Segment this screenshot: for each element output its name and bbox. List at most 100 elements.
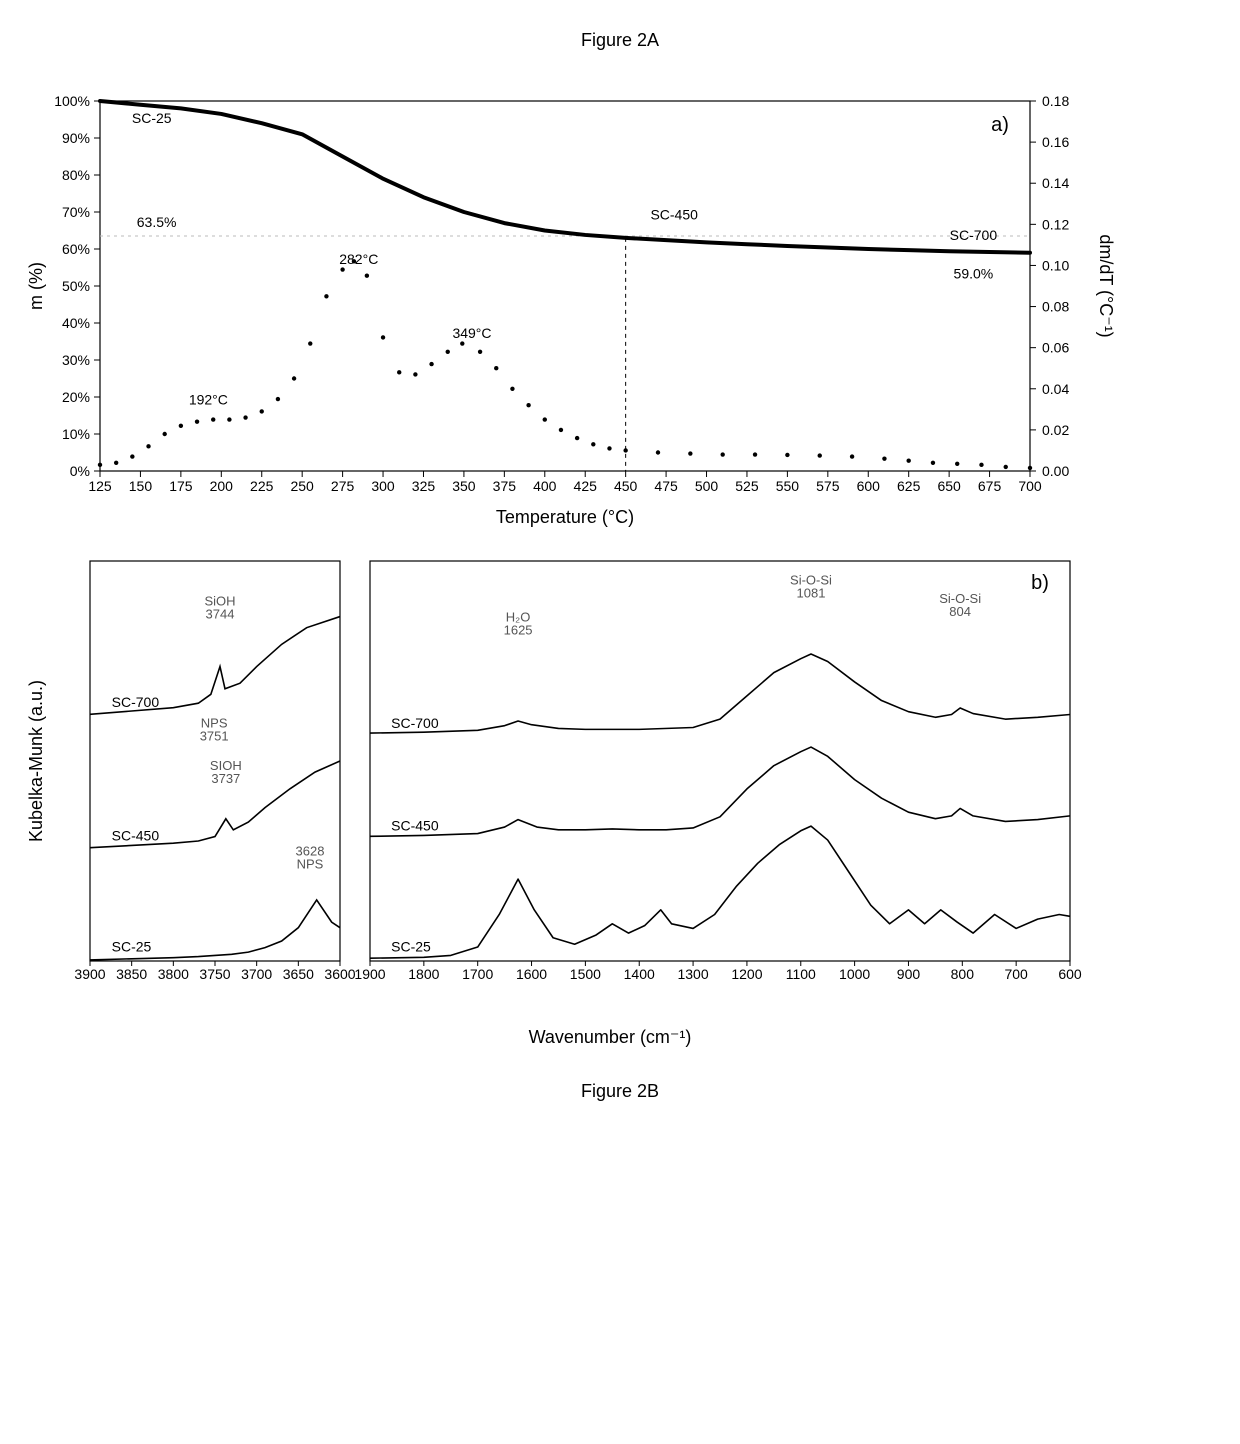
svg-text:282°C: 282°C	[339, 251, 378, 267]
svg-text:1000: 1000	[839, 966, 870, 982]
svg-text:575: 575	[816, 478, 840, 494]
svg-text:SC-25: SC-25	[132, 110, 172, 126]
svg-text:600: 600	[1058, 966, 1082, 982]
svg-text:60%: 60%	[62, 241, 90, 257]
svg-text:a): a)	[991, 114, 1009, 136]
chart-a-container: 125 150 175 200 225 250 275 300 325 350 375 400 425 4…	[20, 81, 1220, 541]
svg-text:SC-25: SC-25	[112, 938, 152, 954]
svg-text:70%: 70%	[62, 204, 90, 220]
figure-a-title: Figure 2A	[20, 30, 1220, 51]
svg-text:3737: 3737	[211, 771, 240, 786]
svg-text:1100: 1100	[786, 966, 816, 982]
svg-text:3750: 3750	[199, 966, 230, 982]
svg-text:275: 275	[331, 478, 355, 494]
svg-text:0.10: 0.10	[1042, 257, 1069, 273]
svg-text:63.5%: 63.5%	[137, 214, 177, 230]
svg-text:0.12: 0.12	[1042, 216, 1069, 232]
svg-text:1200: 1200	[731, 966, 762, 982]
svg-text:10%: 10%	[62, 426, 90, 442]
svg-text:SC-450: SC-450	[112, 827, 160, 843]
svg-text:30%: 30%	[62, 352, 90, 368]
svg-text:59.0%: 59.0%	[954, 266, 994, 282]
svg-text:80%: 80%	[62, 167, 90, 183]
svg-text:dm/dT (°C⁻¹): dm/dT (°C⁻¹)	[1096, 234, 1116, 337]
svg-text:SC-450: SC-450	[650, 206, 698, 222]
svg-text:525: 525	[735, 478, 759, 494]
svg-text:Wavenumber (cm⁻¹): Wavenumber (cm⁻¹)	[529, 1027, 692, 1047]
svg-text:Kubelka-Munk (a.u.): Kubelka-Munk (a.u.)	[26, 680, 46, 842]
svg-text:200: 200	[210, 478, 234, 494]
chart-b-svg: Kubelka-Munk (a.u.) Wavenumber (cm⁻¹) 3900…	[20, 551, 1120, 1051]
svg-text:1500: 1500	[570, 966, 601, 982]
svg-text:800: 800	[951, 966, 975, 982]
svg-text:3744: 3744	[206, 606, 235, 621]
svg-text:0.06: 0.06	[1042, 340, 1069, 356]
svg-text:SC-700: SC-700	[391, 715, 439, 731]
svg-text:3650: 3650	[283, 966, 314, 982]
chart-b-container: Kubelka-Munk (a.u.) Wavenumber (cm⁻¹) 3900…	[20, 551, 1220, 1051]
svg-text:804: 804	[949, 604, 971, 619]
svg-text:3900: 3900	[74, 966, 105, 982]
svg-text:1400: 1400	[624, 966, 655, 982]
svg-text:1300: 1300	[677, 966, 708, 982]
svg-text:Temperature (°C): Temperature (°C)	[496, 507, 634, 527]
svg-text:0.14: 0.14	[1042, 175, 1069, 191]
svg-text:550: 550	[776, 478, 800, 494]
svg-text:1800: 1800	[408, 966, 439, 982]
svg-text:300: 300	[371, 478, 395, 494]
svg-text:700: 700	[1004, 966, 1028, 982]
svg-text:0.18: 0.18	[1042, 93, 1069, 109]
svg-text:1081: 1081	[797, 585, 826, 600]
svg-text:250: 250	[290, 478, 314, 494]
chart-a-svg: 125 150 175 200 225 250 275 300 325 350 375 400 425 4…	[20, 81, 1120, 541]
svg-text:3800: 3800	[158, 966, 189, 982]
svg-text:0.00: 0.00	[1042, 463, 1069, 479]
svg-text:1700: 1700	[462, 966, 493, 982]
svg-text:349°C: 349°C	[452, 325, 491, 341]
svg-text:675: 675	[978, 478, 1002, 494]
svg-text:900: 900	[897, 966, 921, 982]
svg-text:0.02: 0.02	[1042, 422, 1069, 438]
svg-text:150: 150	[129, 478, 153, 494]
svg-text:100%: 100%	[54, 93, 90, 109]
svg-text:700: 700	[1018, 478, 1042, 494]
svg-text:3850: 3850	[116, 966, 147, 982]
svg-text:1900: 1900	[354, 966, 385, 982]
svg-text:0%: 0%	[70, 463, 90, 479]
svg-text:SC-450: SC-450	[391, 817, 439, 833]
svg-text:SC-700: SC-700	[950, 227, 998, 243]
figure-b-title: Figure 2B	[20, 1081, 1220, 1102]
svg-text:192°C: 192°C	[189, 391, 228, 407]
svg-text:325: 325	[412, 478, 436, 494]
svg-text:20%: 20%	[62, 389, 90, 405]
svg-text:475: 475	[654, 478, 678, 494]
svg-text:425: 425	[574, 478, 598, 494]
svg-text:50%: 50%	[62, 278, 90, 294]
svg-text:NPS: NPS	[297, 856, 324, 871]
svg-text:40%: 40%	[62, 315, 90, 331]
svg-text:400: 400	[533, 478, 557, 494]
svg-text:175: 175	[169, 478, 193, 494]
svg-text:375: 375	[493, 478, 517, 494]
svg-text:0.16: 0.16	[1042, 134, 1069, 150]
svg-text:125: 125	[88, 478, 112, 494]
svg-text:1625: 1625	[504, 622, 533, 637]
svg-text:0.08: 0.08	[1042, 299, 1069, 315]
svg-text:3700: 3700	[241, 966, 272, 982]
svg-text:500: 500	[695, 478, 719, 494]
svg-text:625: 625	[897, 478, 921, 494]
svg-text:SC-25: SC-25	[391, 938, 431, 954]
svg-text:3600: 3600	[324, 966, 355, 982]
svg-text:0.04: 0.04	[1042, 381, 1069, 397]
svg-text:1600: 1600	[516, 966, 547, 982]
svg-text:650: 650	[937, 478, 961, 494]
svg-text:m (%): m (%)	[26, 262, 46, 310]
svg-text:350: 350	[452, 478, 476, 494]
svg-text:225: 225	[250, 478, 274, 494]
svg-text:600: 600	[857, 478, 881, 494]
svg-text:450: 450	[614, 478, 638, 494]
svg-text:90%: 90%	[62, 130, 90, 146]
svg-text:b): b)	[1031, 572, 1049, 594]
svg-text:3751: 3751	[200, 729, 229, 744]
svg-text:SC-700: SC-700	[112, 694, 160, 710]
